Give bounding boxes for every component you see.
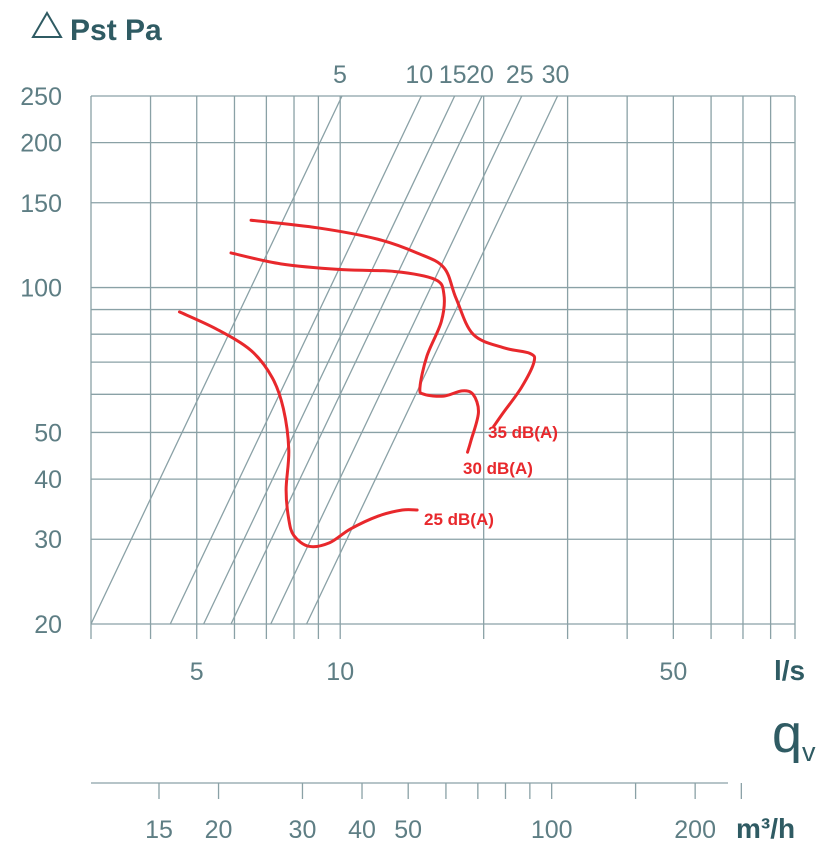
reference-line-label: 5 [333, 61, 347, 89]
reference-line-label: 25 [506, 61, 534, 89]
chart-title: Pst Pa [70, 14, 162, 47]
x-tick-label: 10 [326, 658, 354, 686]
reference-line-labels: 5 10 15 20 25 30 [333, 61, 569, 89]
y-tick-label: 40 [34, 466, 62, 494]
series-label: 30 dB(A) [463, 459, 533, 478]
reference-line [203, 96, 456, 624]
y-tick-label: 200 [20, 130, 62, 158]
reference-line-label: 10 [405, 61, 433, 89]
series-curve [177, 310, 419, 549]
horizontal-gridlines [91, 95, 795, 625]
y-tick-label: 30 [34, 526, 62, 554]
y-tick-label: 250 [20, 83, 62, 111]
y-tick-label: 50 [34, 419, 62, 447]
x-tick-label: 5 [190, 658, 204, 686]
reference-line [230, 96, 483, 624]
series-curves [177, 218, 537, 549]
reference-line [305, 96, 559, 624]
m3h-tick-label: 50 [394, 816, 422, 844]
reference-line-label: 20 [466, 61, 494, 89]
m3h-tick-label: 100 [531, 816, 573, 844]
series-labels: 35 dB(A) 30 dB(A) 25 dB(A) [424, 423, 558, 529]
vertical-gridlines [90, 96, 796, 639]
delta-icon [31, 11, 63, 38]
m3h-tick-label: 200 [674, 816, 716, 844]
series-curve [229, 251, 480, 454]
x-unit-ls: l/s [774, 655, 805, 686]
reference-line [169, 96, 422, 624]
m3h-tick-label: 30 [289, 816, 317, 844]
reference-line [91, 96, 343, 624]
reference-line [270, 96, 523, 624]
y-tick-labels: 20 30 40 50 100 150 200 250 [20, 83, 62, 639]
m3h-tick-label: 20 [205, 816, 233, 844]
title-group: Pst Pa [31, 11, 162, 47]
series-label: 25 dB(A) [424, 510, 494, 529]
x-tick-label: 50 [659, 658, 687, 686]
series-curve [249, 218, 537, 428]
x-tick-labels: 5 10 50 [190, 658, 687, 686]
x-unit-m3h: m³/h [736, 813, 795, 844]
m3h-tick-label: 15 [145, 816, 173, 844]
reference-line-label: 30 [542, 61, 570, 89]
reference-line-label: 15 [439, 61, 467, 89]
y-tick-label: 20 [34, 611, 62, 639]
y-tick-label: 150 [20, 190, 62, 218]
m3h-tick-label: 40 [348, 816, 376, 844]
m3h-axis: 15 20 30 40 50 100 200 [91, 782, 742, 844]
series-label: 35 dB(A) [488, 423, 558, 442]
reference-lines [91, 96, 559, 624]
qv-symbol: qv [772, 704, 816, 767]
y-tick-label: 100 [20, 275, 62, 303]
